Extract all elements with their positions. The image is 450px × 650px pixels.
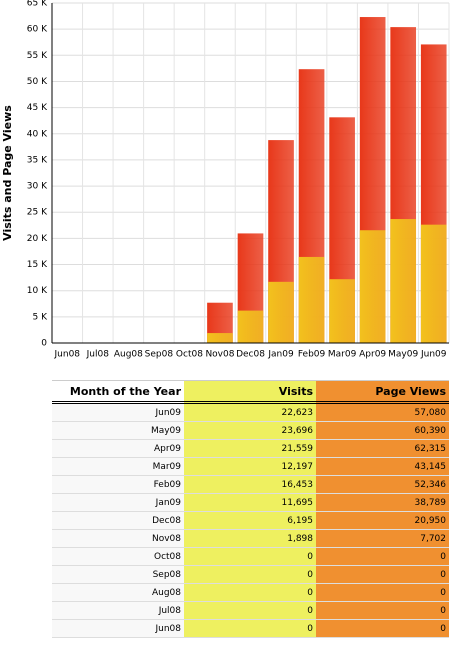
table-row: Jun08 0 0: [52, 619, 449, 638]
bar: [420, 224, 447, 343]
table-row: Dec08 6,195 20,950: [52, 511, 449, 530]
header-cell: Visits: [184, 380, 316, 404]
table-cell: 7,702: [316, 529, 449, 548]
table-cell: 6,195: [184, 511, 316, 530]
table-row: Nov08 1,898 7,702: [52, 529, 449, 548]
table-row: Jul08 0 0: [52, 601, 449, 620]
table-row: Aug08 0 0: [52, 583, 449, 602]
bar: [359, 230, 386, 343]
table-row: Sep08 0 0: [52, 565, 449, 584]
header-row: Month of the Year Visits Page Views: [52, 380, 449, 404]
table-row: Jun09 22,623 57,080: [52, 402, 449, 422]
table-row: Feb09 16,453 52,346: [52, 475, 449, 494]
bar: [329, 279, 355, 343]
table-cell: 0: [184, 583, 316, 602]
y-axis-label: Visits and Page Views: [1, 105, 14, 241]
table-cell: 0: [184, 619, 316, 638]
table-cell: 60,390: [316, 421, 449, 440]
x-tick-label: Sep08: [145, 350, 174, 360]
table-cell: May09: [52, 421, 184, 440]
y-tick-label: 60 K: [27, 25, 48, 35]
y-tick-label: 0: [41, 339, 47, 349]
table-cell: Jun09: [52, 402, 184, 422]
table-cell: Mar09: [52, 457, 184, 476]
header-cell: Month of the Year: [52, 380, 184, 404]
table-cell: 0: [184, 547, 316, 566]
x-tick-label: Mar09: [328, 350, 357, 360]
table-cell: Oct08: [52, 547, 184, 566]
y-tick-label: 45 K: [27, 103, 48, 113]
table-cell: Jul08: [52, 601, 184, 620]
table-row: Apr09 21,559 62,315: [52, 439, 449, 458]
table-cell: Apr09: [52, 439, 184, 458]
table-cell: Feb09: [52, 475, 184, 494]
bar: [268, 281, 294, 343]
x-tick-label: Feb09: [298, 350, 326, 360]
table-row: May09 23,696 60,390: [52, 421, 449, 440]
table-cell: Jan09: [52, 493, 184, 512]
x-tick-label: Aug08: [114, 350, 143, 360]
table-row: Mar09 12,197 43,145: [52, 457, 449, 476]
table-row: Oct08 0 0: [52, 547, 449, 566]
table-cell: 23,696: [184, 421, 316, 440]
table-cell: 62,315: [316, 439, 449, 458]
table-cell: 0: [316, 601, 449, 620]
data-table: Month of the Year Visits Page Views Jun09 22…: [52, 380, 449, 638]
table-cell: Sep08: [52, 565, 184, 584]
y-tick-label: 15 K: [27, 260, 48, 270]
bar: [237, 310, 264, 343]
table-cell: 38,789: [316, 493, 449, 512]
table-cell: 57,080: [316, 402, 449, 422]
table-cell: 16,453: [184, 475, 316, 494]
y-tick-label: 25 K: [27, 208, 48, 218]
table-cell: 0: [316, 583, 449, 602]
y-tick-label: 30 K: [27, 182, 48, 192]
y-tick-label: 20 K: [27, 234, 48, 244]
table-row: Jan09 11,695 38,789: [52, 493, 449, 512]
table-cell: 0: [316, 565, 449, 584]
table-cell: 11,695: [184, 493, 316, 512]
chart: Visits and Page Views 0 5 K 10 K 15 K 20 K 25…: [1, 0, 450, 360]
table-cell: Aug08: [52, 583, 184, 602]
x-tick-label: Jun08: [54, 350, 81, 360]
y-tick-label: 35 K: [27, 155, 48, 165]
x-tick-label: Dec08: [236, 350, 265, 360]
table-cell: 20,950: [316, 511, 449, 530]
x-tick-label: Jan09: [267, 350, 294, 360]
x-tick-label: Jun09: [420, 350, 447, 360]
table-cell: Nov08: [52, 529, 184, 548]
table-cell: 0: [184, 601, 316, 620]
table-cell: Dec08: [52, 511, 184, 530]
table-cell: Jun08: [52, 619, 184, 638]
y-tick-label: 55 K: [27, 51, 48, 61]
bar: [390, 219, 417, 343]
table-cell: 43,145: [316, 457, 449, 476]
x-tick-label: Oct08: [176, 350, 203, 360]
x-tick-label: Apr09: [359, 350, 386, 360]
table-cell: 0: [316, 547, 449, 566]
y-tick-label: 40 K: [27, 129, 48, 139]
y-tick-label: 50 K: [27, 77, 48, 87]
table-cell: 21,559: [184, 439, 316, 458]
x-tick-label: May09: [388, 350, 418, 360]
x-tick-label: Nov08: [205, 350, 234, 360]
table-cell: 52,346: [316, 475, 449, 494]
y-tick-label: 10 K: [27, 286, 48, 296]
bar: [207, 333, 233, 343]
table-cell: 12,197: [184, 457, 316, 476]
table-cell: 0: [184, 565, 316, 584]
header-cell: Page Views: [316, 380, 449, 404]
x-tick-label: Jul08: [86, 350, 110, 360]
y-tick-label: 5 K: [33, 312, 49, 322]
y-tick-label: 65 K: [27, 0, 48, 9]
table-cell: 1,898: [184, 529, 316, 548]
bar: [298, 256, 325, 343]
table-cell: 22,623: [184, 402, 316, 422]
table-cell: 0: [316, 619, 449, 638]
